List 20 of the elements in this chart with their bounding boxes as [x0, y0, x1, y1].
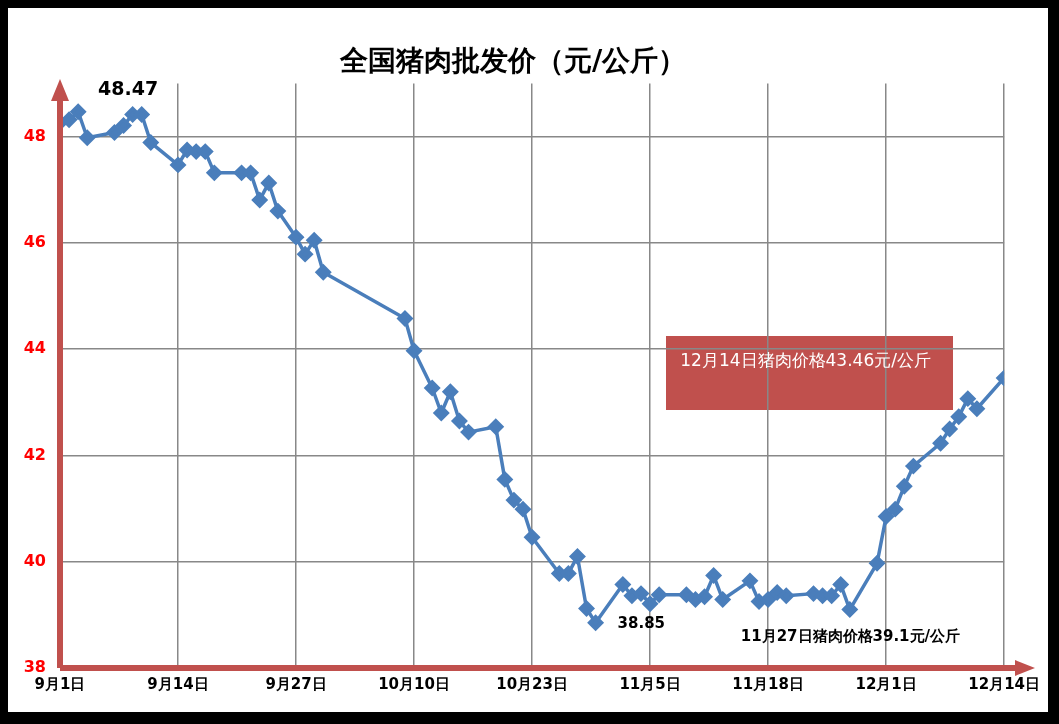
annotation: 11月27日猪肉价格39.1元/公斤	[740, 626, 961, 645]
x-tick-label: 10月23日	[496, 674, 568, 693]
annotation: 48.47	[98, 77, 159, 100]
x-tick-label: 12月1日	[855, 674, 917, 693]
y-tick-label: 42	[23, 444, 46, 464]
x-tick-label: 9月1日	[34, 674, 86, 693]
annotation: 38.85	[617, 614, 666, 633]
x-tick-label: 11月5日	[619, 674, 681, 693]
chart-title: 全国猪肉批发价（元/公斤）	[338, 44, 687, 78]
x-tick-label: 12月14日	[968, 674, 1040, 693]
y-tick-label: 38	[23, 657, 46, 677]
x-tick-label: 9月27日	[265, 674, 327, 693]
y-tick-label: 46	[23, 232, 46, 252]
y-tick-label: 40	[23, 550, 46, 570]
x-tick-label: 11月18日	[732, 674, 804, 693]
x-tick-label: 10月10日	[378, 674, 450, 693]
y-tick-label: 48	[23, 125, 46, 145]
y-tick-label: 44	[23, 338, 46, 358]
annotation: 12月14日猪肉价格43.46元/公斤	[680, 349, 931, 370]
x-tick-label: 9月14日	[147, 674, 209, 693]
